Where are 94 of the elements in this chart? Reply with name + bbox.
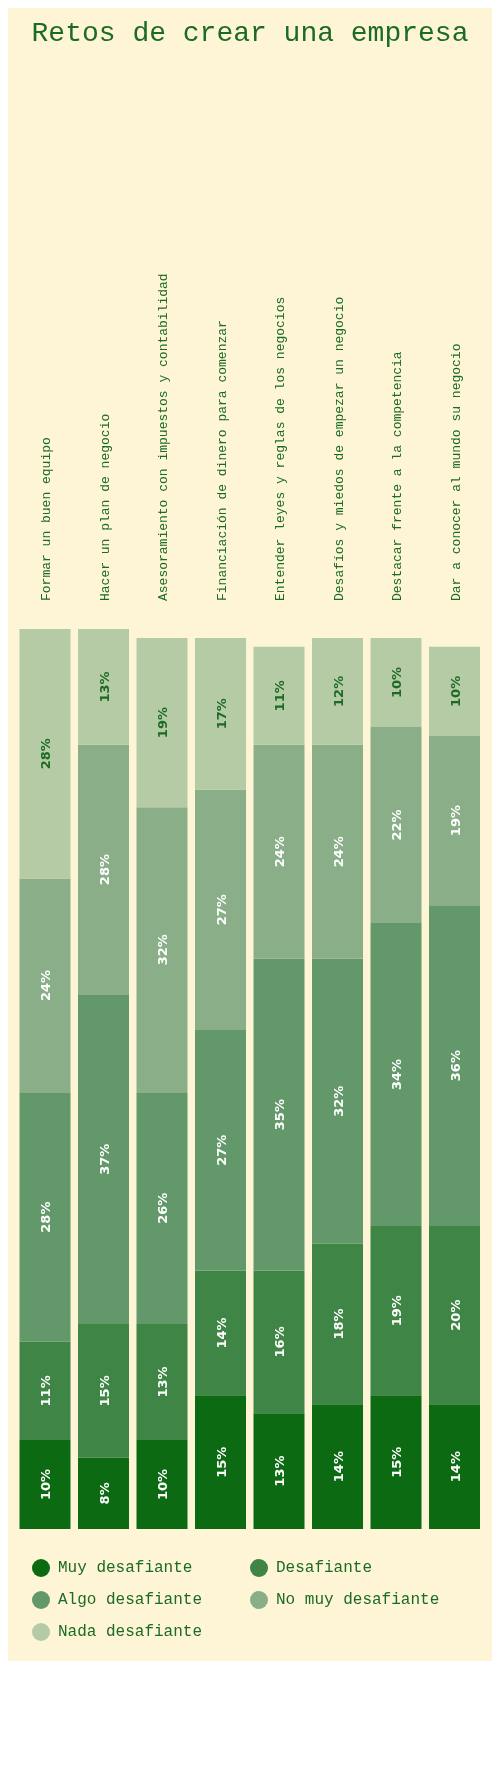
data-label: 22%	[389, 809, 405, 841]
data-label: 28%	[38, 738, 54, 770]
data-label: 12%	[330, 675, 346, 707]
bar	[253, 744, 305, 959]
data-label: 15%	[96, 1375, 112, 1407]
bar	[78, 1457, 130, 1529]
bar	[312, 1404, 364, 1529]
data-label: 13%	[96, 671, 112, 703]
data-label: 35%	[272, 1099, 288, 1131]
data-label: 24%	[38, 969, 54, 1001]
data-label: 27%	[213, 894, 229, 926]
data-label: 11%	[272, 680, 288, 712]
x-tick-label: Dar a conocer al mundo su negocio	[448, 343, 464, 601]
bar	[19, 1439, 71, 1529]
data-label: 10%	[38, 1468, 54, 1501]
bar	[195, 1395, 247, 1529]
data-label: 37%	[96, 1143, 112, 1175]
data-label: 19%	[389, 1295, 405, 1327]
data-label: 13%	[155, 1366, 171, 1398]
bar	[195, 1270, 247, 1396]
x-tick-label: Desafíos y miedos de empezar un negocio	[331, 296, 347, 601]
data-label: 36%	[447, 1050, 463, 1082]
data-label: 28%	[96, 854, 112, 886]
data-label: 24%	[330, 836, 346, 868]
data-label: 11%	[38, 1375, 54, 1407]
bar	[429, 646, 481, 736]
bar	[312, 1243, 364, 1405]
legend-label: Desafiante	[276, 1559, 373, 1577]
legend-label: Algo desafiante	[58, 1591, 203, 1609]
data-label: 10%	[447, 675, 463, 707]
data-label: 18%	[330, 1308, 346, 1340]
bar	[429, 905, 481, 1227]
bar	[429, 735, 481, 906]
data-label: 28%	[38, 1201, 54, 1233]
data-label: 13%	[272, 1455, 288, 1487]
bar	[19, 878, 71, 1093]
data-label: 27%	[213, 1134, 229, 1166]
x-tick-label: Formar un buen equipo	[39, 437, 55, 601]
bar	[312, 637, 364, 745]
bar	[136, 1324, 188, 1440]
bar	[429, 1404, 481, 1529]
x-tick-label: Financiación de dinero para comenzar	[214, 320, 230, 601]
bar	[253, 958, 305, 1271]
x-tick-label: Asesoramiento con impuestos y contabilidad	[156, 273, 172, 601]
bar	[253, 646, 305, 745]
bar	[253, 1270, 305, 1414]
legend-label: Muy desafiante	[58, 1559, 193, 1577]
bar	[195, 1029, 247, 1271]
legend-label: No muy desafiante	[276, 1591, 440, 1609]
bar	[370, 1226, 422, 1396]
bar	[370, 637, 422, 728]
data-label: 14%	[447, 1451, 463, 1483]
data-label: 16%	[272, 1326, 288, 1358]
data-label: 19%	[155, 707, 171, 739]
data-label: 24%	[272, 836, 288, 868]
bar	[312, 744, 364, 959]
bar	[429, 1226, 481, 1405]
data-label: 10%	[155, 1468, 171, 1501]
bar	[195, 789, 247, 1030]
data-label: 14%	[213, 1317, 229, 1349]
data-label: 19%	[447, 805, 463, 837]
bar	[370, 1395, 422, 1529]
data-label: 26%	[155, 1192, 171, 1224]
bar	[19, 1341, 71, 1440]
data-label: 32%	[155, 934, 171, 966]
bar	[136, 1092, 188, 1325]
data-label: 20%	[447, 1299, 463, 1331]
data-label: 8%	[96, 1482, 112, 1505]
data-label: 14%	[330, 1451, 346, 1483]
bar	[136, 637, 188, 808]
data-label: 15%	[213, 1446, 229, 1478]
bar	[195, 637, 247, 790]
bar	[136, 807, 188, 1093]
bar	[78, 1324, 130, 1458]
data-label: 32%	[330, 1085, 346, 1117]
data-label: 15%	[389, 1446, 405, 1478]
x-tick-label: Destacar frente a la competencia	[390, 351, 406, 601]
chart-title: Retos de crear una empresa	[30, 17, 470, 51]
data-label: 34%	[389, 1058, 405, 1091]
bar	[136, 1439, 188, 1529]
bar	[78, 994, 130, 1325]
legend-label: Nada desafiante	[58, 1623, 203, 1641]
data-label: 17%	[213, 698, 229, 730]
bar	[78, 629, 130, 745]
bar	[370, 923, 422, 1227]
x-tick-label: Entender leyes y reglas de los negocios	[273, 296, 289, 601]
bar	[253, 1413, 305, 1529]
bar	[19, 1092, 71, 1342]
bar	[78, 744, 130, 995]
bar	[312, 958, 364, 1244]
x-tick-label: Hacer un plan de negocio	[97, 413, 113, 601]
bar	[370, 727, 422, 924]
data-label: 10%	[389, 666, 405, 699]
bar	[19, 629, 71, 879]
